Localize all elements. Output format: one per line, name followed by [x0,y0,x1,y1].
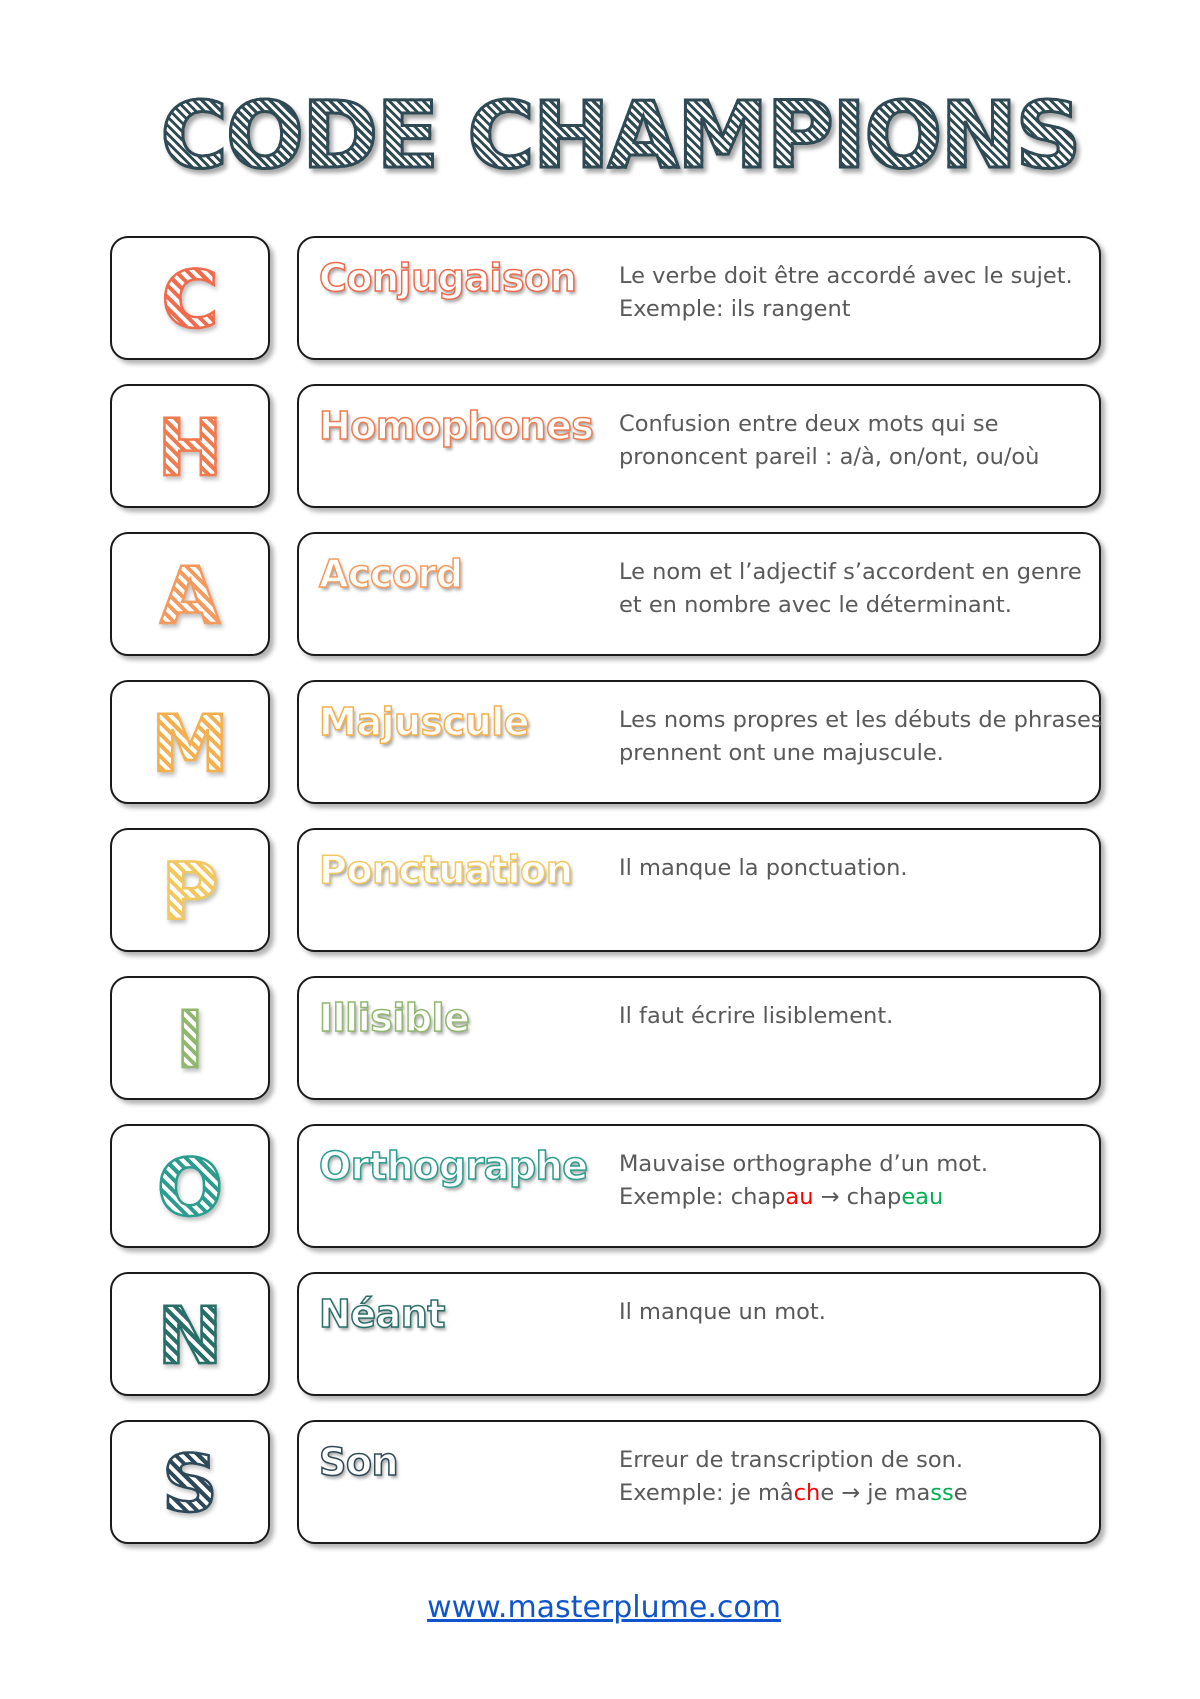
description-line: prononcent pareil : a/à, on/ont, ou/où [619,441,1099,474]
code-row-orthographe: O Orthographe Mauvaise orthographe d’un mo… [110,1124,1101,1248]
description: Erreur de transcription de son. Exemple: … [619,1444,1099,1510]
code-row-ponctuation: P Ponctuation Il manque la ponctuation. [110,828,1101,952]
letter-box: P [110,828,270,952]
definition-box: Ponctuation Il manque la ponctuation. [297,828,1101,952]
code-word: Orthographe [318,1143,588,1189]
code-row-néant: N Néant Il manque un mot. [110,1272,1101,1396]
definition-box: Majuscule Les noms propres et les débuts … [297,680,1103,804]
definition-box: Son Erreur de transcription de son. Exempl… [297,1420,1101,1544]
code-word: Majuscule [318,699,530,745]
description-segment: au [785,1184,814,1210]
description-line: et en nombre avec le déterminant. [619,589,1099,622]
definition-box: Conjugaison Le verbe doit être accordé av… [297,236,1101,360]
description-line: Exemple: chapau → chapeau [619,1181,1099,1214]
description: Le nom et l’adjectif s’accordent en genr… [619,556,1099,622]
description-segment: → chap [813,1184,902,1210]
description-line: Les noms propres et les débuts de phrase… [619,704,1103,737]
code-row-son: S Son Erreur de transcription de son. Exemp… [110,1420,1101,1544]
definition-box: Illisible Il faut écrire lisiblement. [297,976,1101,1100]
code-word: Homophones [318,403,594,449]
description-segment: Le nom et l’adjectif s’accordent en genr… [619,559,1082,585]
description-segment: prononcent pareil : a/à, on/ont, ou/où [619,444,1040,470]
description-segment: Les noms propres et les débuts de phrase… [619,707,1103,733]
description: Mauvaise orthographe d’un mot. Exemple: c… [619,1148,1099,1214]
letter-box: O [110,1124,270,1248]
code-letter: C [112,255,268,348]
code-row-homophones: H Homophones Confusion entre deux mots qui… [110,384,1101,508]
definition-box: Accord Le nom et l’adjectif s’accordent e… [297,532,1101,656]
code-word: Illisible [318,995,470,1041]
description-segment: Exemple: ils rangent [619,296,851,322]
description-line: Erreur de transcription de son. [619,1444,1099,1477]
description: Confusion entre deux mots qui se prononce… [619,408,1099,474]
description-line: Il faut écrire lisiblement. [619,1000,1099,1033]
letter-box: M [110,680,270,804]
description-segment: Il manque un mot. [619,1299,826,1325]
code-letter: O [112,1143,268,1236]
description-line: Mauvaise orthographe d’un mot. [619,1148,1099,1181]
letter-box: C [110,236,270,360]
code-row-majuscule: M Majuscule Les noms propres et les débuts… [110,680,1103,804]
description-line: Il manque un mot. [619,1296,1099,1329]
description-segment: Il faut écrire lisiblement. [619,1003,894,1029]
description-segment: ss [930,1480,954,1506]
page-title: CODE CHAMPIONS [0,81,1200,191]
description-segment: ch [793,1480,821,1506]
code-letter: P [112,847,268,940]
code-row-accord: A Accord Le nom et l’adjectif s’accordent … [110,532,1101,656]
description-segment: Il manque la ponctuation. [619,855,908,881]
description-segment: Exemple: je mâ [619,1480,794,1506]
code-row-conjugaison: C Conjugaison Le verbe doit être accordé a… [110,236,1101,360]
letter-box: A [110,532,270,656]
code-word: Ponctuation [318,847,573,893]
description: Les noms propres et les débuts de phrase… [619,704,1103,770]
description-line: Confusion entre deux mots qui se [619,408,1099,441]
code-letter: S [112,1439,268,1532]
description-segment: Exemple: chap [619,1184,786,1210]
description: Le verbe doit être accordé avec le sujet… [619,260,1099,326]
description: Il manque un mot. [619,1296,1099,1329]
letter-box: H [110,384,270,508]
definition-box: Néant Il manque un mot. [297,1272,1101,1396]
description-segment: et en nombre avec le déterminant. [619,592,1012,618]
description-line: Le verbe doit être accordé avec le sujet… [619,260,1099,293]
code-letter: M [112,699,268,792]
description-line: Le nom et l’adjectif s’accordent en genr… [619,556,1099,589]
description-segment: Confusion entre deux mots qui se [619,411,999,437]
description-segment: Le verbe doit être accordé avec le sujet… [619,263,1073,289]
description: Il faut écrire lisiblement. [619,1000,1099,1033]
code-letter: H [112,403,268,496]
description-segment: prennent ont une majuscule. [619,740,944,766]
description-segment: e [953,1480,968,1506]
description-line: prennent ont une majuscule. [619,737,1099,770]
code-word: Son [318,1439,399,1485]
description-segment: eau [901,1184,944,1210]
code-letter: N [112,1291,268,1384]
description-segment: e → je ma [820,1480,931,1506]
letter-box: S [110,1420,270,1544]
description-line: Exemple: ils rangent [619,293,1099,326]
code-word: Conjugaison [318,255,577,301]
website-link[interactable]: www.masterplume.com [427,1590,781,1625]
description-line: Exemple: je mâche → je masse [619,1477,1099,1510]
code-letter: I [112,995,268,1088]
definition-box: Homophones Confusion entre deux mots qui … [297,384,1101,508]
letter-box: I [110,976,270,1100]
letter-box: N [110,1272,270,1396]
code-letter: A [112,551,268,644]
definition-box: Orthographe Mauvaise orthographe d’un mot… [297,1124,1101,1248]
description-segment: Erreur de transcription de son. [619,1447,964,1473]
description: Il manque la ponctuation. [619,852,1099,885]
code-word: Néant [318,1291,446,1337]
code-row-illisible: I Illisible Il faut écrire lisiblement. [110,976,1101,1100]
description-segment: Mauvaise orthographe d’un mot. [619,1151,989,1177]
description-line: Il manque la ponctuation. [619,852,1099,885]
code-word: Accord [318,551,464,597]
